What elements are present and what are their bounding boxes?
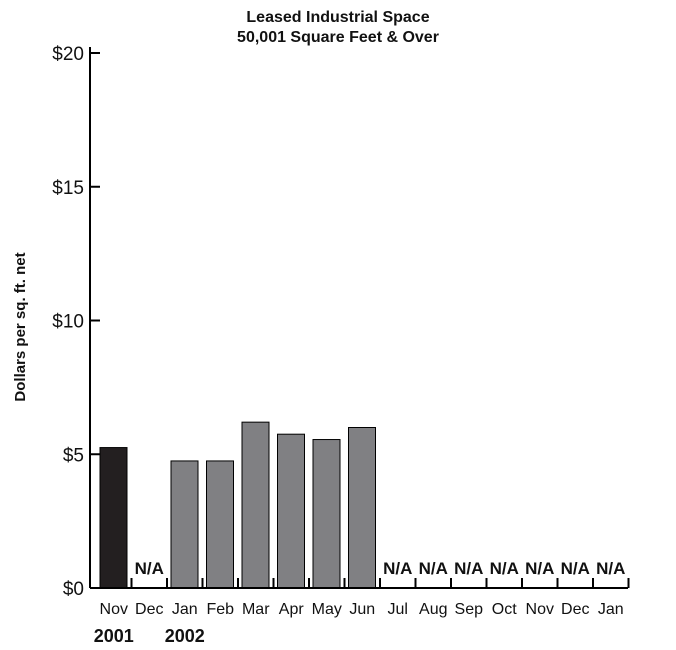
x-tick-label: Dec — [135, 601, 163, 618]
na-label: N/A — [383, 559, 412, 578]
axes-group — [89, 47, 628, 589]
x-tick-label: May — [312, 601, 342, 618]
x-tick-label: Mar — [242, 601, 270, 618]
bar — [170, 460, 199, 589]
y-tick-label: $0 — [63, 579, 84, 600]
y-axis-label: Dollars per sq. ft. net — [12, 252, 29, 401]
x-tick-label: Jul — [388, 601, 408, 618]
x-tick-label: Nov — [100, 601, 128, 618]
x-tick-label: Dec — [561, 601, 589, 618]
x-tick-label: Feb — [206, 601, 234, 618]
ticks-group — [90, 52, 630, 589]
x-tick-label: Apr — [279, 601, 305, 618]
na-label: N/A — [525, 559, 554, 578]
labels-group: N/A N/A N/A N/A N/A N/A N/A N/A $0 $5 $10 $15 $20 Nov… — [52, 44, 625, 646]
na-label: N/A — [135, 559, 164, 578]
x-tick-label: Aug — [419, 601, 447, 618]
bar — [312, 439, 341, 589]
bar — [241, 421, 270, 589]
bar — [206, 460, 234, 589]
x-tick-label: Jan — [172, 601, 198, 618]
year-label: 2001 — [94, 626, 134, 646]
na-label: N/A — [596, 559, 625, 578]
year-label: 2002 — [165, 626, 205, 646]
na-label: N/A — [454, 559, 483, 578]
bar — [277, 433, 305, 589]
x-tick-label: Oct — [492, 601, 517, 618]
y-tick-label: $20 — [52, 44, 84, 65]
bar — [99, 447, 128, 589]
y-tick-label: $5 — [63, 445, 84, 466]
bar — [348, 427, 376, 589]
bars-group — [99, 421, 376, 589]
chart-title: Leased Industrial Space — [246, 9, 429, 26]
y-tick-label: $10 — [52, 312, 84, 333]
x-tick-label: Sep — [455, 601, 484, 618]
na-label: N/A — [490, 559, 519, 578]
x-tick-label: Jan — [598, 601, 624, 618]
x-tick-label: Nov — [526, 601, 554, 618]
x-tick-label: Jun — [349, 601, 375, 618]
y-tick-label: $15 — [52, 178, 84, 199]
na-label: N/A — [561, 559, 590, 578]
chart-subtitle: 50,001 Square Feet & Over — [237, 29, 439, 46]
na-label: N/A — [419, 559, 448, 578]
